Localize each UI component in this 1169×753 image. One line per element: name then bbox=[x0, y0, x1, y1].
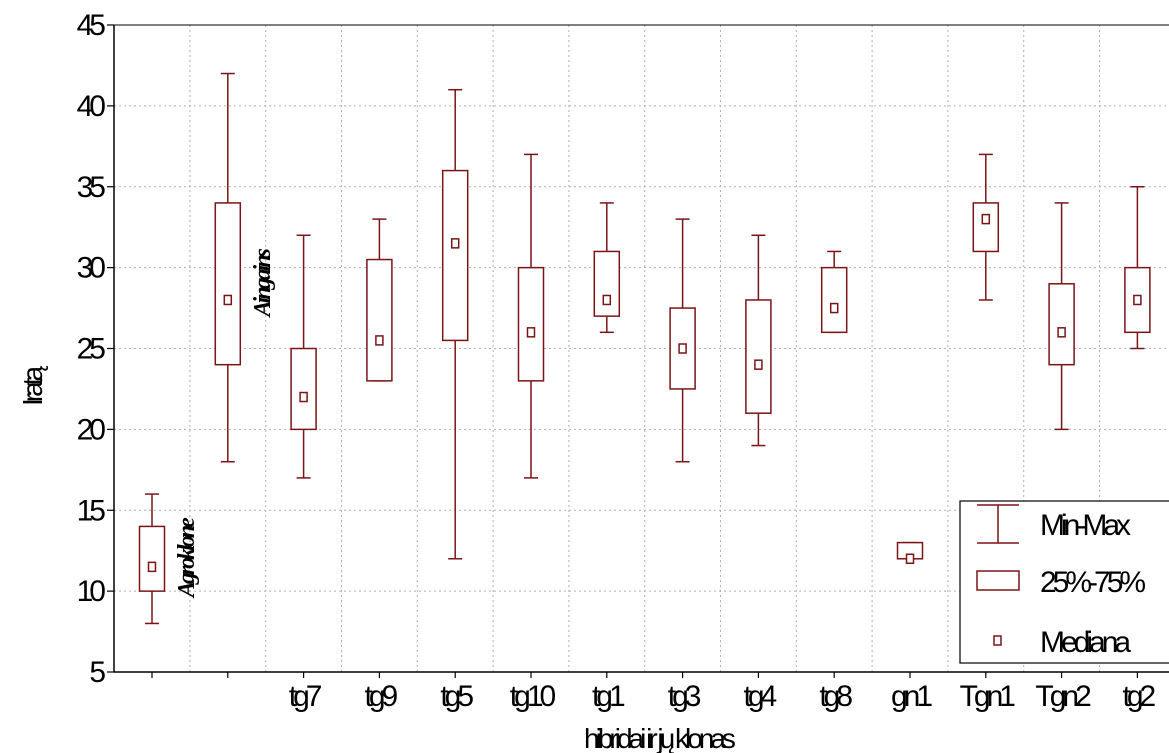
median-marker bbox=[905, 553, 915, 565]
box-plot-group bbox=[366, 218, 393, 382]
x-tick-label: gn1 bbox=[891, 680, 932, 713]
median-marker bbox=[678, 343, 687, 354]
box-plot-group bbox=[896, 541, 924, 565]
annotations: Agroklone Aingains bbox=[174, 248, 276, 599]
y-tick-label: 10 bbox=[77, 575, 106, 608]
iqr-box bbox=[138, 525, 166, 592]
y-tick-label: 45 bbox=[77, 9, 106, 42]
legend: Min-Max 25%-75% Mediana bbox=[959, 500, 1169, 664]
legend-median-symbol bbox=[993, 635, 1002, 646]
legend-box-symbol bbox=[976, 570, 1020, 591]
median-marker bbox=[375, 335, 384, 346]
annotation-label: Aingains bbox=[250, 248, 276, 318]
y-tick-label: 40 bbox=[77, 90, 106, 123]
median-marker bbox=[754, 359, 763, 370]
x-tick-label: Tgn2 bbox=[1035, 680, 1091, 713]
median-marker bbox=[450, 238, 460, 249]
x-tick-label: Tgn1 bbox=[960, 680, 1016, 713]
iqr-box bbox=[820, 266, 848, 334]
median-marker bbox=[299, 391, 308, 403]
median-marker bbox=[1057, 327, 1066, 338]
x-tick-label: tg9 bbox=[365, 680, 398, 713]
x-tick-label: tg10 bbox=[510, 680, 556, 713]
median-marker bbox=[1133, 294, 1142, 306]
y-axis-title: Iratą bbox=[17, 366, 48, 406]
legend-minmax-symbol bbox=[977, 504, 1019, 544]
iqr-box bbox=[366, 258, 393, 382]
y-tick-label: 5 bbox=[89, 656, 105, 689]
iqr-box bbox=[214, 202, 242, 366]
legend-box-label: 25%-75% bbox=[1040, 566, 1145, 599]
median-marker bbox=[829, 302, 839, 314]
y-tick-labels: 5 10 15 20 25 30 35 40 45 bbox=[77, 9, 110, 689]
x-tick-label: tg2 bbox=[1123, 680, 1156, 713]
median-marker bbox=[147, 561, 157, 573]
x-tick-label: tg5 bbox=[440, 680, 473, 713]
x-tick-label: tg4 bbox=[744, 680, 777, 713]
median-marker bbox=[602, 294, 612, 306]
iqr-box bbox=[1048, 283, 1075, 366]
annotation-label: Agroklone bbox=[174, 517, 200, 599]
box-plot-group bbox=[138, 493, 166, 625]
median-marker bbox=[223, 294, 233, 306]
median-marker bbox=[526, 327, 536, 338]
y-tick-label: 15 bbox=[77, 494, 106, 527]
iqr-box bbox=[593, 250, 621, 317]
y-tick-label: 25 bbox=[77, 333, 106, 366]
median-marker bbox=[981, 213, 991, 225]
box-series bbox=[138, 72, 1151, 625]
iqr-box bbox=[517, 266, 545, 382]
x-axis-title: hibridai ir jų klonas bbox=[584, 723, 735, 753]
x-tick-label: tg7 bbox=[289, 680, 322, 713]
axes bbox=[107, 24, 1169, 678]
legend-minmax-label: Min-Max bbox=[1040, 509, 1131, 542]
iqr-box bbox=[290, 347, 317, 431]
y-tick-label: 30 bbox=[77, 252, 106, 285]
x-tick-labels: tg7 tg9 tg5 tg10 tg1 tg3 tg4 tg8 gn1 Tgn1 Tgn2 tg2 bbox=[289, 680, 1160, 713]
y-tick-label: 35 bbox=[77, 171, 106, 204]
box-plot-group bbox=[972, 153, 1000, 301]
box-plot-group bbox=[669, 218, 696, 463]
box-plot-group bbox=[290, 234, 317, 479]
x-tick-label: tg3 bbox=[668, 680, 701, 713]
box-plot-group bbox=[745, 234, 772, 447]
box-plot-group bbox=[214, 72, 242, 463]
y-tick-label: 20 bbox=[77, 413, 106, 446]
iqr-box bbox=[441, 169, 469, 342]
box-plot-group bbox=[820, 250, 848, 334]
box-plot-group bbox=[593, 202, 621, 334]
x-tick-label: tg1 bbox=[592, 680, 625, 713]
box-plot-group bbox=[1124, 186, 1151, 350]
x-tick-label: tg8 bbox=[819, 680, 852, 713]
iqr-box bbox=[972, 202, 1000, 253]
iqr-box bbox=[745, 299, 772, 414]
box-plot-group bbox=[1048, 202, 1075, 431]
box-plot-group bbox=[517, 153, 545, 479]
legend-median-label: Mediana bbox=[1040, 626, 1131, 659]
box-plot-group bbox=[441, 88, 469, 560]
